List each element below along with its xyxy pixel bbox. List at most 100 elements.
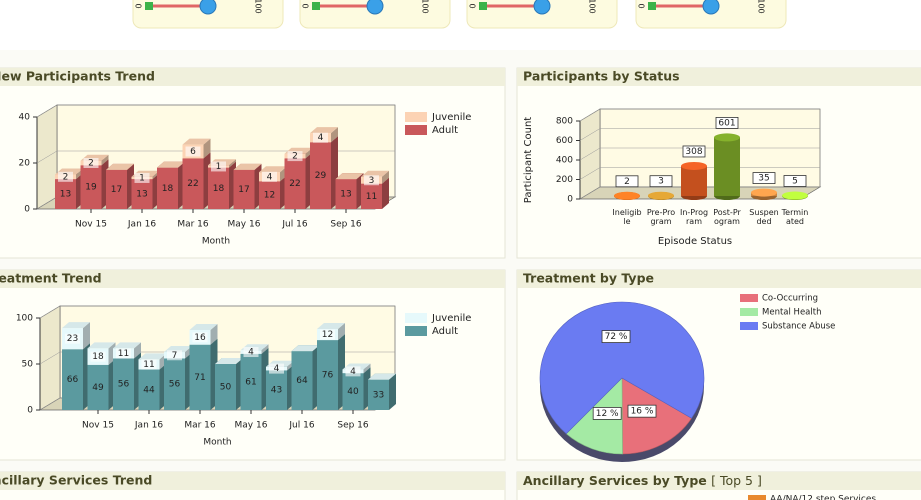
bar-top (106, 163, 134, 170)
bar-segment (55, 179, 76, 209)
x-tick-label: Mar 16 (177, 220, 209, 230)
data-label: 49 (92, 383, 104, 393)
data-label-box (116, 348, 131, 359)
x-tick-label: Mar 16 (184, 421, 216, 431)
bar-top (189, 323, 218, 330)
data-label-box (65, 333, 80, 344)
panel-title: Treatment Trend (0, 271, 102, 286)
data-label: 2 (624, 177, 630, 187)
bar-segment (182, 158, 204, 209)
y-tick-label: 0 (24, 205, 30, 215)
data-label-box (185, 146, 201, 157)
data-label: 40 (347, 387, 359, 397)
bar-segment (215, 364, 236, 410)
bar-side (382, 177, 389, 209)
bar-side (203, 138, 211, 159)
data-label: 35 (758, 174, 769, 184)
data-label: 4 (318, 133, 324, 143)
data-label-box (601, 330, 631, 343)
bar-side (382, 170, 389, 184)
bar-segment (189, 344, 211, 410)
bar-segment (233, 169, 255, 209)
data-label: 50 (220, 383, 232, 393)
data-label-box (211, 161, 226, 172)
data-label: 71 (194, 373, 205, 383)
data-label: 44 (143, 385, 155, 395)
x-tick-label: Post-Program (713, 208, 741, 226)
data-label: 11 (143, 360, 154, 370)
data-label: 7 (172, 351, 178, 361)
legend-swatch (748, 495, 766, 500)
bar-side (363, 363, 371, 374)
data-label-box (262, 171, 277, 182)
bar-segment (317, 340, 338, 410)
data-label: 308 (685, 147, 702, 157)
data-label-box (83, 158, 99, 168)
legend-swatch (405, 326, 427, 336)
data-label: 4 (267, 172, 273, 182)
x-axis-label: Episode Status (658, 236, 732, 247)
data-label: 17 (238, 185, 249, 195)
data-label-box (167, 350, 182, 361)
bar-top (335, 173, 364, 180)
bar-segment (62, 349, 83, 410)
gauge-max: 100 (757, 0, 766, 14)
panel-title: Ancillary Services Trend (0, 473, 152, 488)
legend-swatch (740, 322, 758, 330)
pie-slice (539, 301, 705, 435)
data-label-box (192, 332, 208, 343)
data-label-box (134, 172, 150, 183)
grid-line (579, 108, 601, 122)
bar-segment (284, 158, 306, 209)
bar-segment (208, 167, 229, 209)
bar-top (782, 191, 808, 200)
legend-swatch (405, 313, 427, 323)
gauge-knob (702, 0, 720, 15)
bar-top (259, 166, 287, 173)
bar-segment (259, 181, 280, 209)
grid-line (36, 104, 58, 118)
grid-line (36, 150, 58, 164)
bar-top (215, 358, 243, 364)
data-label: 66 (67, 375, 79, 385)
gauge-min: 0 (468, 3, 477, 8)
data-label: 18 (162, 184, 174, 194)
bar-top (681, 161, 707, 170)
panel-header (517, 472, 921, 490)
bar-side (83, 322, 90, 350)
data-label: 11 (366, 192, 377, 202)
gauge-min: 0 (637, 3, 646, 8)
bar-segment (106, 169, 127, 209)
bar-top (291, 345, 320, 352)
x-tick-label: Jul 16 (288, 421, 314, 431)
x-axis-label: Month (203, 438, 231, 448)
gauge-knob (199, 0, 217, 15)
legend-swatch (405, 112, 427, 122)
data-label-box (243, 347, 259, 358)
bar (714, 137, 740, 196)
grid-line (36, 196, 58, 210)
data-label: 1 (139, 173, 145, 183)
x-tick-label: Jul 16 (281, 220, 307, 230)
panel-title: Participants by Status (523, 69, 680, 84)
gauge-min: 0 (134, 3, 143, 8)
panel-header (0, 472, 505, 490)
data-label: 19 (85, 183, 97, 193)
data-label: 22 (289, 179, 300, 189)
x-tick-label: Jan 16 (127, 220, 156, 230)
y-tick-label: 0 (567, 195, 573, 205)
data-label: 4 (248, 348, 254, 358)
panel-header (0, 68, 505, 86)
gauge-knob (366, 0, 384, 15)
data-label: 2 (292, 152, 298, 162)
data-label: 4 (274, 364, 280, 374)
gauge-marker (479, 2, 487, 10)
bar-top (614, 191, 640, 200)
bar-segment (368, 379, 389, 410)
y-tick-label: 0 (27, 406, 33, 416)
gauge-max: 100 (588, 0, 597, 14)
gauge-max: 100 (254, 0, 263, 14)
data-label-box (320, 329, 335, 340)
x-tick-label: Jan 16 (134, 421, 163, 431)
